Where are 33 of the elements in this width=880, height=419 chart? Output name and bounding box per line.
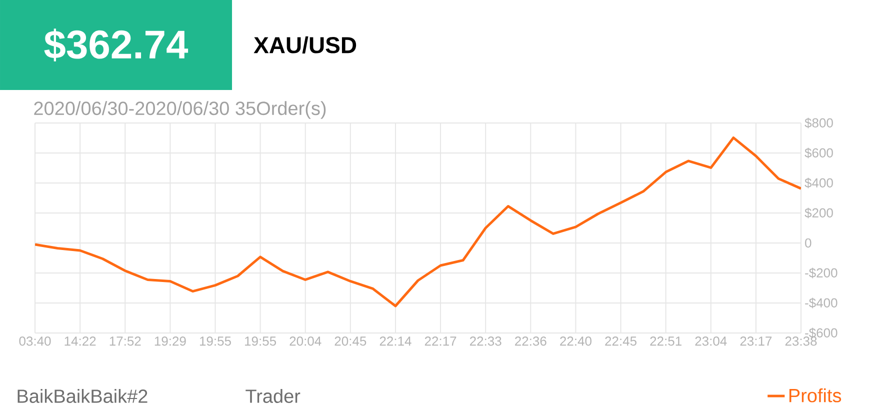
x-tick-label: 22:36 [515,336,546,346]
x-tick-label: 20:04 [290,336,322,346]
x-tick-label: 23:17 [740,336,772,346]
x-tick-label: 22:33 [470,336,502,346]
chart-subtitle: XAU/USD [254,36,356,54]
x-tick-label: 19:55 [245,336,276,346]
y-tick-label: -$600 [805,328,838,338]
x-tick-label: 19:55 [200,336,231,346]
x-tick-label: 22:14 [380,336,412,346]
x-tick-label: 03:40 [19,336,51,346]
y-tick-label: $600 [804,148,833,158]
text: 2020/06/30-2020/06/30 35Order(s) [34,101,326,119]
x-tick-label: 22:45 [605,336,636,346]
x-tick-label: 23:38 [785,336,817,346]
x-tick-label: 22:17 [424,336,456,346]
x-tick-label: 23:04 [695,336,727,346]
y-tick-label: $200 [804,208,833,218]
y-tick-label: -$200 [805,268,838,278]
legend-label: Profits [789,388,842,402]
text: Trader [246,389,300,403]
x-tick-label: 17:52 [110,336,141,346]
x-tick-label: 14:22 [64,336,96,346]
y-tick-label: 0 [805,238,812,248]
x-tick-label: 20:45 [334,336,366,346]
x-tick-label: 19:29 [154,336,186,346]
y-tick-label: $400 [804,178,833,188]
text: BaikBaikBaik#2 [18,389,148,403]
y-tick-label: -$400 [805,298,838,308]
x-tick-label: 22:51 [650,336,682,346]
chart-title: $362.74 [44,28,188,62]
line-series [35,136,801,308]
x-tick-label: 22:40 [560,336,592,346]
y-tick-label: $800 [804,118,833,128]
